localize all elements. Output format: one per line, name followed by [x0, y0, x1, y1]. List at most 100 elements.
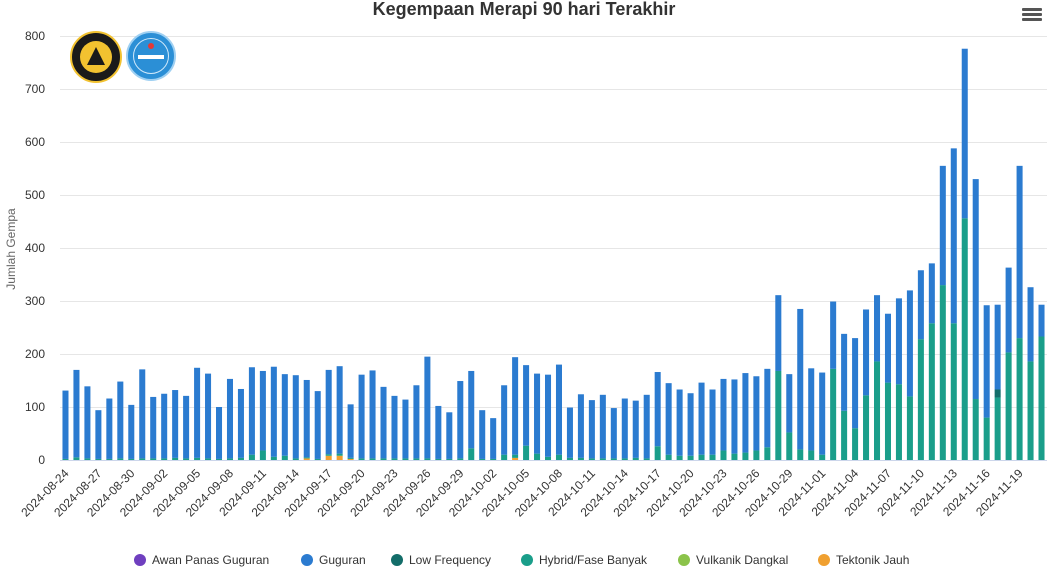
bar-segment[interactable] [424, 356, 431, 459]
bar-segment[interactable] [205, 458, 212, 460]
bar-segment[interactable] [950, 148, 957, 324]
bar-segment[interactable] [402, 399, 409, 459]
bar-segment[interactable] [139, 458, 146, 460]
bar-segment[interactable] [128, 404, 135, 459]
bar-segment[interactable] [884, 382, 891, 460]
bar-segment[interactable] [632, 400, 639, 458]
bar-segment[interactable] [205, 373, 212, 459]
bar-segment[interactable] [687, 455, 694, 460]
bar-segment[interactable] [1005, 352, 1012, 460]
bar-segment[interactable] [336, 453, 343, 456]
bar-segment[interactable] [62, 390, 69, 459]
bar-segment[interactable] [106, 458, 113, 460]
bar-segment[interactable] [994, 304, 1001, 390]
bar-segment[interactable] [566, 407, 573, 458]
bar-segment[interactable] [939, 165, 946, 286]
bar-segment[interactable] [128, 458, 135, 460]
bar-segment[interactable] [457, 381, 464, 459]
bar-segment[interactable] [588, 400, 595, 459]
bar-segment[interactable] [512, 357, 519, 455]
bar-segment[interactable] [884, 313, 891, 383]
bar-segment[interactable] [73, 369, 80, 458]
legend-item[interactable]: Guguran [301, 553, 366, 567]
bar-segment[interactable] [797, 308, 804, 450]
bar-segment[interactable] [248, 454, 255, 460]
bar-segment[interactable] [512, 454, 519, 458]
bar-segment[interactable] [281, 374, 288, 456]
bar-segment[interactable] [764, 447, 771, 460]
bar-segment[interactable] [731, 453, 738, 460]
bar-segment[interactable] [895, 298, 902, 385]
bar-segment[interactable] [292, 375, 299, 459]
bar-segment[interactable] [303, 379, 310, 458]
bar-segment[interactable] [347, 458, 354, 460]
bar-segment[interactable] [479, 410, 486, 459]
bar-segment[interactable] [314, 458, 321, 460]
bar-segment[interactable] [720, 450, 727, 460]
bar-segment[interactable] [632, 457, 639, 460]
bar-segment[interactable] [599, 394, 606, 459]
bar-segment[interactable] [775, 370, 782, 460]
bar-segment[interactable] [402, 458, 409, 460]
bar-segment[interactable] [73, 457, 80, 460]
bar-segment[interactable] [490, 418, 497, 459]
legend-item[interactable]: Low Frequency [391, 553, 491, 567]
bar-segment[interactable] [172, 457, 179, 460]
bar-segment[interactable] [117, 381, 124, 459]
bar-segment[interactable] [237, 457, 244, 460]
bar-segment[interactable] [610, 458, 617, 460]
bar-segment[interactable] [248, 367, 255, 455]
bar-segment[interactable] [610, 408, 617, 459]
bar-segment[interactable] [709, 389, 716, 455]
bar-segment[interactable] [983, 417, 990, 460]
bar-segment[interactable] [303, 458, 310, 460]
bar-segment[interactable] [446, 412, 453, 459]
bar-segment[interactable] [490, 458, 497, 460]
bar-segment[interactable] [950, 323, 957, 460]
bar-segment[interactable] [106, 398, 113, 459]
bar-segment[interactable] [906, 290, 913, 397]
bar-segment[interactable] [1016, 165, 1023, 339]
bar-segment[interactable] [676, 455, 683, 460]
bar-segment[interactable] [742, 452, 749, 460]
bar-segment[interactable] [1005, 267, 1012, 353]
bar-segment[interactable] [369, 458, 376, 460]
bar-segment[interactable] [961, 218, 968, 460]
legend-item[interactable]: Awan Panas Guguran [134, 553, 269, 567]
bar-segment[interactable] [523, 445, 530, 460]
bar-segment[interactable] [183, 458, 190, 460]
bar-segment[interactable] [643, 458, 650, 460]
bar-segment[interactable] [917, 339, 924, 460]
bar-segment[interactable] [226, 458, 233, 460]
bar-segment[interactable] [84, 458, 91, 460]
bar-segment[interactable] [303, 457, 310, 459]
bar-segment[interactable] [994, 389, 1001, 398]
bar-segment[interactable] [764, 368, 771, 448]
legend-item[interactable]: Tektonik Jauh [818, 553, 909, 567]
bar-segment[interactable] [150, 458, 157, 460]
bar-segment[interactable] [972, 179, 979, 400]
bar-segment[interactable] [599, 458, 606, 460]
bar-segment[interactable] [577, 394, 584, 458]
bar-segment[interactable] [665, 454, 672, 460]
bar-segment[interactable] [314, 391, 321, 459]
bar-segment[interactable] [665, 383, 672, 455]
bar-segment[interactable] [194, 457, 201, 460]
bar-segment[interactable] [369, 370, 376, 459]
bar-segment[interactable] [720, 378, 727, 451]
bar-segment[interactable] [841, 410, 848, 460]
bar-segment[interactable] [84, 386, 91, 459]
bar-segment[interactable] [577, 457, 584, 460]
bar-segment[interactable] [479, 458, 486, 460]
bar-segment[interactable] [852, 428, 859, 460]
bar-segment[interactable] [874, 361, 881, 460]
bar-segment[interactable] [270, 366, 277, 457]
bar-segment[interactable] [863, 309, 870, 396]
bar-segment[interactable] [545, 456, 552, 460]
bar-segment[interactable] [62, 458, 69, 460]
bar-segment[interactable] [939, 285, 946, 460]
bar-segment[interactable] [391, 395, 398, 459]
bar-segment[interactable] [906, 396, 913, 460]
bar-segment[interactable] [731, 379, 738, 454]
bar-segment[interactable] [1038, 304, 1045, 337]
